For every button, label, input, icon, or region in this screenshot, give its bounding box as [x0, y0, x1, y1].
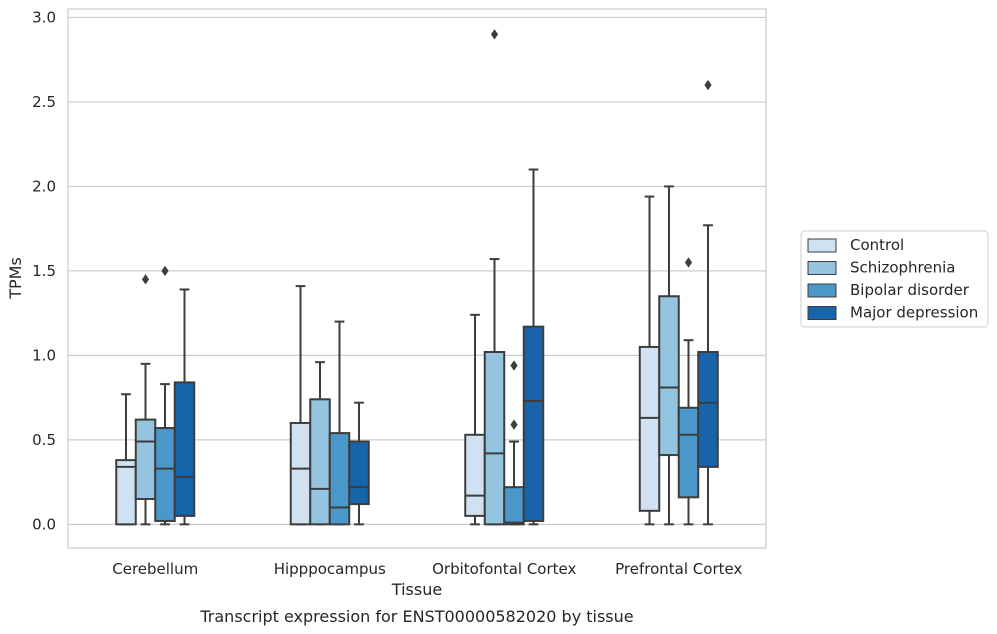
box-rect — [348, 440, 370, 506]
box-1-3 — [348, 401, 370, 526]
outlier-point — [490, 29, 499, 40]
x-tick-label: Prefrontal Cortex — [615, 560, 742, 578]
box-0-2 — [154, 265, 176, 526]
box-1-2 — [328, 320, 351, 526]
box-0-1 — [134, 274, 157, 526]
outlier-point — [510, 419, 518, 430]
outlier-point — [510, 360, 518, 371]
legend: Control Schizophrenia Bipolar disorder Majo… — [800, 230, 989, 328]
box-rect — [289, 421, 312, 526]
outlier-point — [704, 79, 712, 91]
y-tick-label: 2.0 — [32, 177, 56, 195]
box-rect — [154, 427, 176, 522]
legend-label: Schizophrenia — [850, 259, 955, 277]
box-rect — [483, 351, 506, 526]
box-rect — [134, 418, 157, 501]
box-rect — [638, 345, 661, 512]
y-tick-label: 1.0 — [32, 346, 56, 364]
x-tick-label: Orbitofontal Cortex — [432, 560, 576, 578]
legend-item: Schizophrenia — [807, 259, 955, 277]
outlier-point — [684, 257, 693, 268]
legend-item: Control — [807, 236, 904, 254]
box-rect — [328, 432, 351, 526]
legend-item: Bipolar disorder — [807, 281, 970, 299]
outlier-point — [161, 265, 169, 277]
legend-swatch — [807, 238, 837, 253]
box-3-2 — [677, 257, 700, 526]
y-tick-label: 3.0 — [32, 8, 56, 26]
legend-item: Major depression — [807, 304, 978, 322]
box-rect — [115, 459, 137, 526]
box-2-3 — [522, 168, 545, 526]
y-tick-label: 0.5 — [32, 431, 56, 449]
y-tick-label: 1.5 — [32, 262, 56, 280]
legend-label: Major depression — [850, 304, 978, 322]
box-rect — [677, 406, 700, 499]
y-tick-label: 2.5 — [32, 93, 56, 111]
y-axis-label: TPMs — [6, 257, 25, 300]
box-2-2 — [503, 360, 525, 526]
boxes — [115, 29, 719, 526]
legend-swatch — [807, 283, 837, 298]
x-axis-label: Tissue — [391, 580, 442, 599]
x-tick-label: Cerebellum — [112, 560, 198, 578]
y-tick-label: 0.0 — [32, 515, 56, 533]
box-rect — [309, 398, 331, 526]
box-rect — [503, 486, 525, 526]
box-3-0 — [638, 195, 661, 526]
box-3-1 — [658, 185, 680, 526]
outlier-point — [141, 274, 150, 285]
legend-frame — [800, 230, 989, 328]
box-1-0 — [289, 285, 312, 526]
box-1-1 — [309, 361, 331, 526]
legend-swatch — [807, 306, 837, 320]
box-rect — [658, 295, 680, 457]
box-rect — [173, 381, 196, 517]
chart-caption: Transcript expression for ENST0000058202… — [199, 607, 633, 626]
box-0-3 — [173, 288, 196, 526]
x-axis-ticks: Cerebellum Hipppocampus Orbitofontal Corte… — [112, 560, 742, 578]
legend-label: Control — [850, 236, 904, 254]
legend-swatch — [807, 261, 837, 275]
y-axis-ticks: 0.0 0.5 1.0 1.5 2.0 2.5 3.0 — [32, 8, 56, 533]
plot-area-frame — [67, 8, 767, 549]
box-rect — [464, 433, 486, 517]
box-0-0 — [115, 393, 137, 526]
box-rect — [697, 351, 719, 468]
box-2-1 — [483, 29, 506, 526]
legend-label: Bipolar disorder — [850, 281, 970, 299]
x-tick-label: Hipppocampus — [274, 560, 386, 578]
box-rect — [522, 325, 545, 522]
box-2-0 — [464, 313, 486, 526]
box-3-3 — [697, 79, 719, 526]
